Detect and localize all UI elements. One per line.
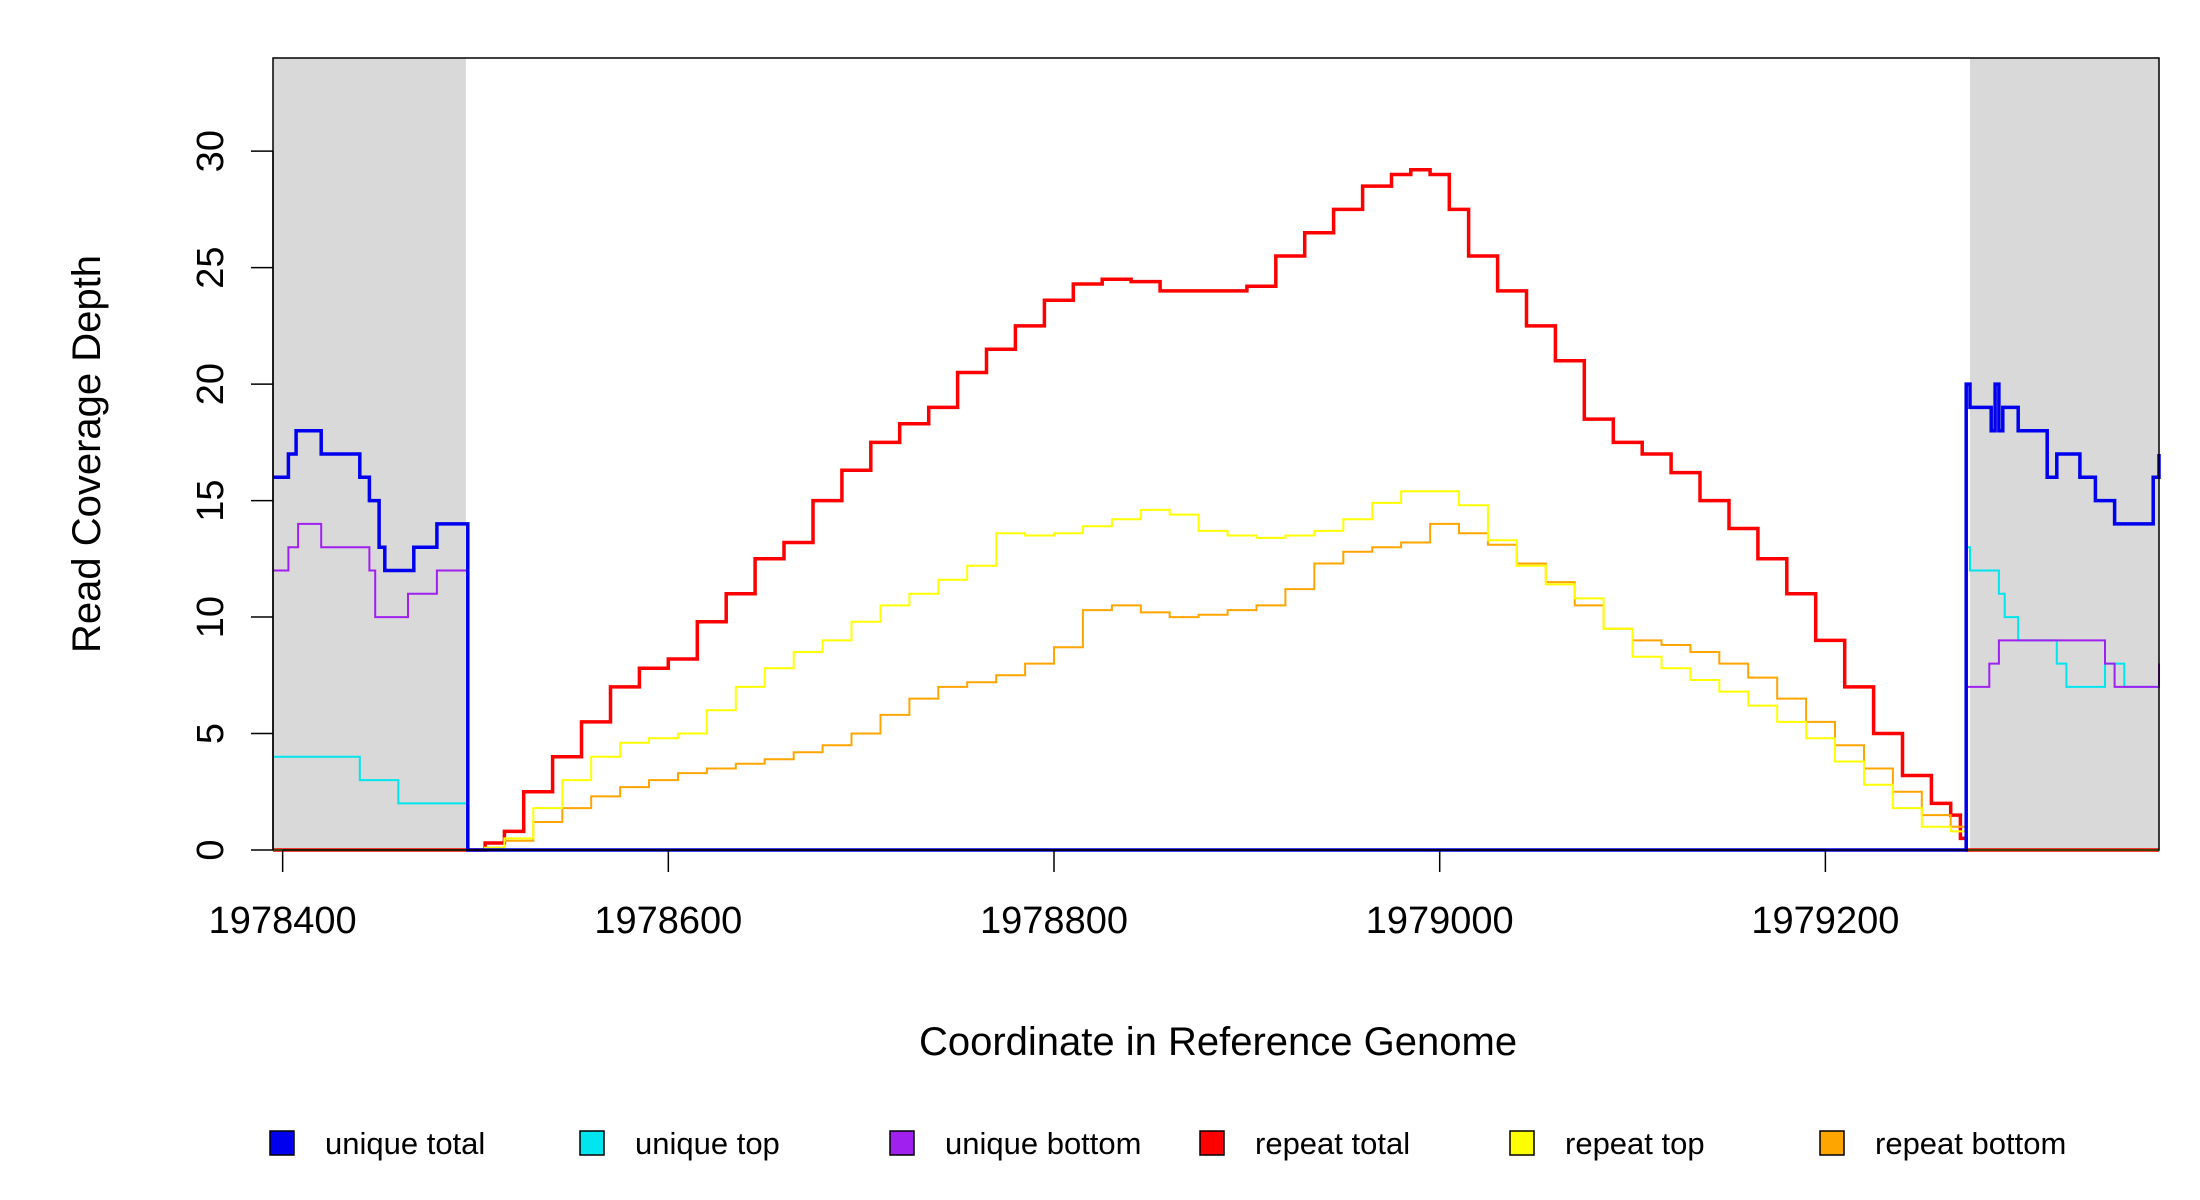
y-tick-label: 0 <box>190 839 232 860</box>
legend-swatch <box>1509 1130 1535 1156</box>
legend-label: repeat bottom <box>1875 1126 2066 1161</box>
y-tick-label: 20 <box>190 363 232 405</box>
x-tick-label: 1979000 <box>1366 900 1514 942</box>
series-line-repeat-top <box>273 490 2159 851</box>
y-tick-label: 5 <box>190 723 232 744</box>
legend-swatch <box>1199 1130 1225 1156</box>
legend-swatch <box>1819 1130 1845 1156</box>
series-line-unique-bottom <box>273 522 2160 851</box>
series-lines <box>273 168 2161 852</box>
legend-swatch <box>269 1130 295 1156</box>
x-axis-title: Coordinate in Reference Genome <box>919 1020 1517 1064</box>
x-axis: 1978400 1978600 1978800 1979000 1979200 <box>209 849 1899 942</box>
legend: unique total unique top unique bottom repea… <box>269 1126 2066 1161</box>
y-tick-label: 30 <box>190 130 232 172</box>
x-tick-label: 1978600 <box>594 900 742 942</box>
x-tick-label: 1978800 <box>980 900 1128 942</box>
series-line-repeat-bottom <box>273 522 2159 851</box>
series-line-unique-total <box>273 382 2161 852</box>
legend-label: unique bottom <box>945 1126 1141 1161</box>
y-axis: 0 5 10 15 20 25 30 <box>190 130 274 861</box>
shaded-regions <box>273 58 2159 850</box>
series-line-unique-top <box>273 546 2160 851</box>
y-tick-label: 10 <box>190 596 232 638</box>
legend-swatch <box>889 1130 915 1156</box>
legend-swatch <box>579 1130 605 1156</box>
legend-label: repeat total <box>1255 1126 1410 1161</box>
legend-label: unique top <box>635 1126 780 1161</box>
y-axis-title: Read Coverage Depth <box>65 255 109 653</box>
x-tick-label: 1978400 <box>209 900 357 942</box>
y-tick-label: 15 <box>190 479 232 521</box>
legend-label: repeat top <box>1565 1126 1705 1161</box>
legend-label: unique total <box>325 1126 485 1161</box>
shaded-region-0 <box>273 58 466 850</box>
y-tick-label: 25 <box>190 247 232 289</box>
x-tick-label: 1979200 <box>1751 900 1899 942</box>
plot-frame <box>272 57 2160 851</box>
series-line-repeat-total <box>273 168 2159 852</box>
